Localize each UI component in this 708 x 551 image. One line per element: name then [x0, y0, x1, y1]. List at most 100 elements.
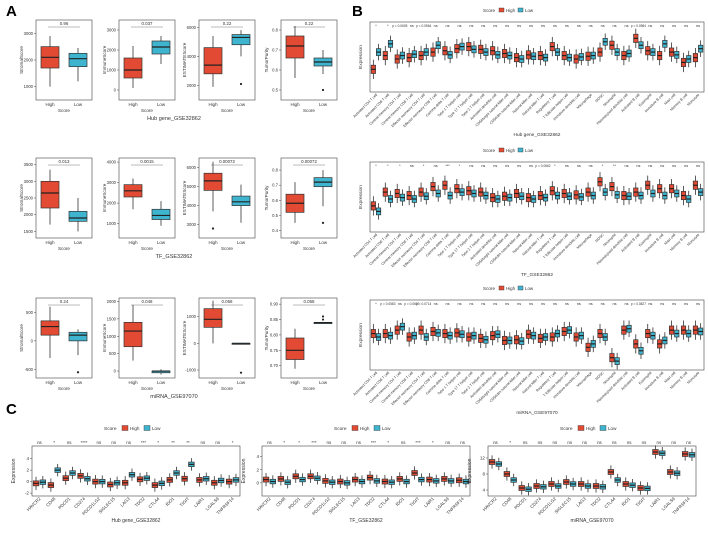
- b-significance: ns: [660, 24, 664, 28]
- c-category-label: CD48: [501, 496, 513, 508]
- a-outlier: [239, 82, 243, 86]
- b-significance: ns: [589, 24, 593, 28]
- b-legend-label-low: Low: [525, 148, 534, 153]
- c-significance: ns: [567, 440, 572, 445]
- a-ylabel: TumorPurity: [264, 325, 269, 351]
- c-category-label: LAIR1: [193, 496, 206, 509]
- b-significance: *: [554, 164, 556, 168]
- b-significance: ns: [434, 24, 438, 28]
- b-legend-title: Score: [483, 148, 495, 153]
- c-plot-frame: [487, 445, 697, 497]
- b-category-label: MDSC: [594, 233, 605, 244]
- a-xlabel: Score: [58, 386, 70, 391]
- b-significance: ns: [541, 302, 545, 306]
- b-significance: *: [375, 24, 377, 28]
- c-legend-title: Score: [104, 426, 117, 432]
- b-significance: ns: [481, 302, 485, 306]
- c-plot-title: Hub gene_GSE32862: [112, 518, 161, 524]
- b-significance: p = 0.0827: [631, 302, 646, 306]
- a-xtick-label: Low: [319, 380, 328, 385]
- a-ytick-label: 0.5: [272, 213, 278, 218]
- c-significance: ns: [327, 440, 332, 445]
- c-legend-swatch-low: [599, 425, 607, 431]
- b-significance: p = 0.0583: [380, 302, 395, 306]
- c-category-label: TDO2: [590, 496, 602, 508]
- b-significance: p = 0.0607: [404, 302, 419, 306]
- c-legend-label-low: Low: [608, 426, 617, 431]
- a-plot-2-3: 0.70 0.75 0.80 0.85 0.90 TumorPurity 0.058 High…: [264, 297, 338, 391]
- a-plot-0-0: 1000 2000 3000 StromalScore 0.96 High Low Score: [19, 19, 93, 113]
- c-significance: ns: [445, 440, 450, 445]
- c-plot-frame: [261, 445, 471, 497]
- c-significance: ns: [401, 440, 406, 445]
- b-legend-label-high: High: [506, 8, 516, 13]
- a-xtick-label: Low: [74, 102, 83, 107]
- a-ylabel: ESTIMATEScore: [182, 180, 187, 215]
- a-ytick-label: 3500: [24, 162, 34, 167]
- a-outlier: [321, 315, 325, 318]
- c-significance: ns: [37, 440, 42, 445]
- b-significance: ns: [541, 24, 545, 28]
- b-significance: p = 0.0662: [535, 164, 550, 168]
- a-plot-0-3: 0.5 0.6 0.7 0.8 TumorPurity 0.22 High Low Score: [264, 19, 338, 113]
- a-xtick-label: Low: [74, 380, 83, 385]
- c-legend-label-high: High: [360, 426, 370, 431]
- a-xlabel: Score: [221, 386, 233, 391]
- c-significance: ns: [460, 440, 465, 445]
- b-significance: ***: [445, 164, 450, 168]
- b-significance: ns: [505, 164, 509, 168]
- a-xlabel: Score: [221, 108, 233, 113]
- a-pvalue: 0.058: [222, 299, 234, 304]
- a-xtick-label: High: [128, 102, 138, 107]
- a-xtick-label: Low: [157, 240, 166, 245]
- b-significance: p = 0.0714: [416, 302, 431, 306]
- panel-label-c: C: [6, 401, 17, 418]
- b-significance: ns: [493, 24, 497, 28]
- a-ytick-label: 500: [26, 310, 34, 315]
- b-category-label: Monocyte: [686, 371, 700, 385]
- b-ylabel: Expression: [358, 45, 364, 69]
- b-legend-swatch-high: [498, 285, 505, 291]
- c-category-label: CTLA4: [603, 496, 617, 510]
- a-outlier: [321, 88, 325, 92]
- a-ytick-label: 6000: [187, 25, 197, 30]
- a-box-high-box: [285, 337, 305, 360]
- b-significance: *: [423, 164, 425, 168]
- a-xtick-label: High: [208, 240, 218, 245]
- a-plot-0-2: 2000 4000 6000 ESTIMATEScore 0.22 High Low Scor…: [182, 19, 256, 113]
- c-significance: ***: [371, 440, 376, 445]
- a-plot-0-1: 0 1000 2000 3000 ImmuneScore 0.037 High Low Scor…: [102, 19, 176, 113]
- b-significance: ns: [446, 24, 450, 28]
- c-significance: ns: [582, 440, 587, 445]
- b-row-title: miRNA_GSE97070: [516, 410, 558, 416]
- c-significance: ns: [126, 440, 131, 445]
- a-ytick-label: 0.7: [272, 183, 278, 188]
- b-significance: ns: [553, 24, 557, 28]
- a-ylabel: TumorPurity: [264, 47, 269, 73]
- a-ytick-label: 2000: [24, 212, 34, 217]
- a-outlier: [76, 371, 80, 374]
- panel-c: Score High Low Expression -2 0 2 4 ns HAVCR2 * CD48…: [11, 425, 697, 524]
- b-legend-title: Score: [483, 8, 495, 13]
- a-xtick-label: High: [45, 102, 55, 107]
- b-significance: ns: [672, 302, 676, 306]
- a-plot-frame: [198, 19, 256, 101]
- b-significance: ns: [457, 24, 461, 28]
- b-significance: ns: [434, 164, 438, 168]
- a-ytick-label: 0: [194, 341, 197, 346]
- a-ytick-label: 3000: [24, 31, 34, 36]
- b-significance: ns: [434, 302, 438, 306]
- c-legend-label-high: High: [586, 426, 596, 431]
- c-category-label: TIGIT: [179, 496, 191, 508]
- b-row-title: TF_GSE32862: [521, 272, 553, 278]
- b-legend-swatch-low: [517, 285, 524, 291]
- panel-label-b: B: [352, 3, 363, 20]
- a-plot-frame: [280, 297, 338, 379]
- c-significance: ns: [356, 440, 361, 445]
- b-significance: ns: [529, 164, 533, 168]
- c-category-label: CTLA4: [377, 496, 391, 510]
- c-significance: **: [186, 440, 190, 445]
- a-ylabel: StromalScore: [19, 184, 24, 212]
